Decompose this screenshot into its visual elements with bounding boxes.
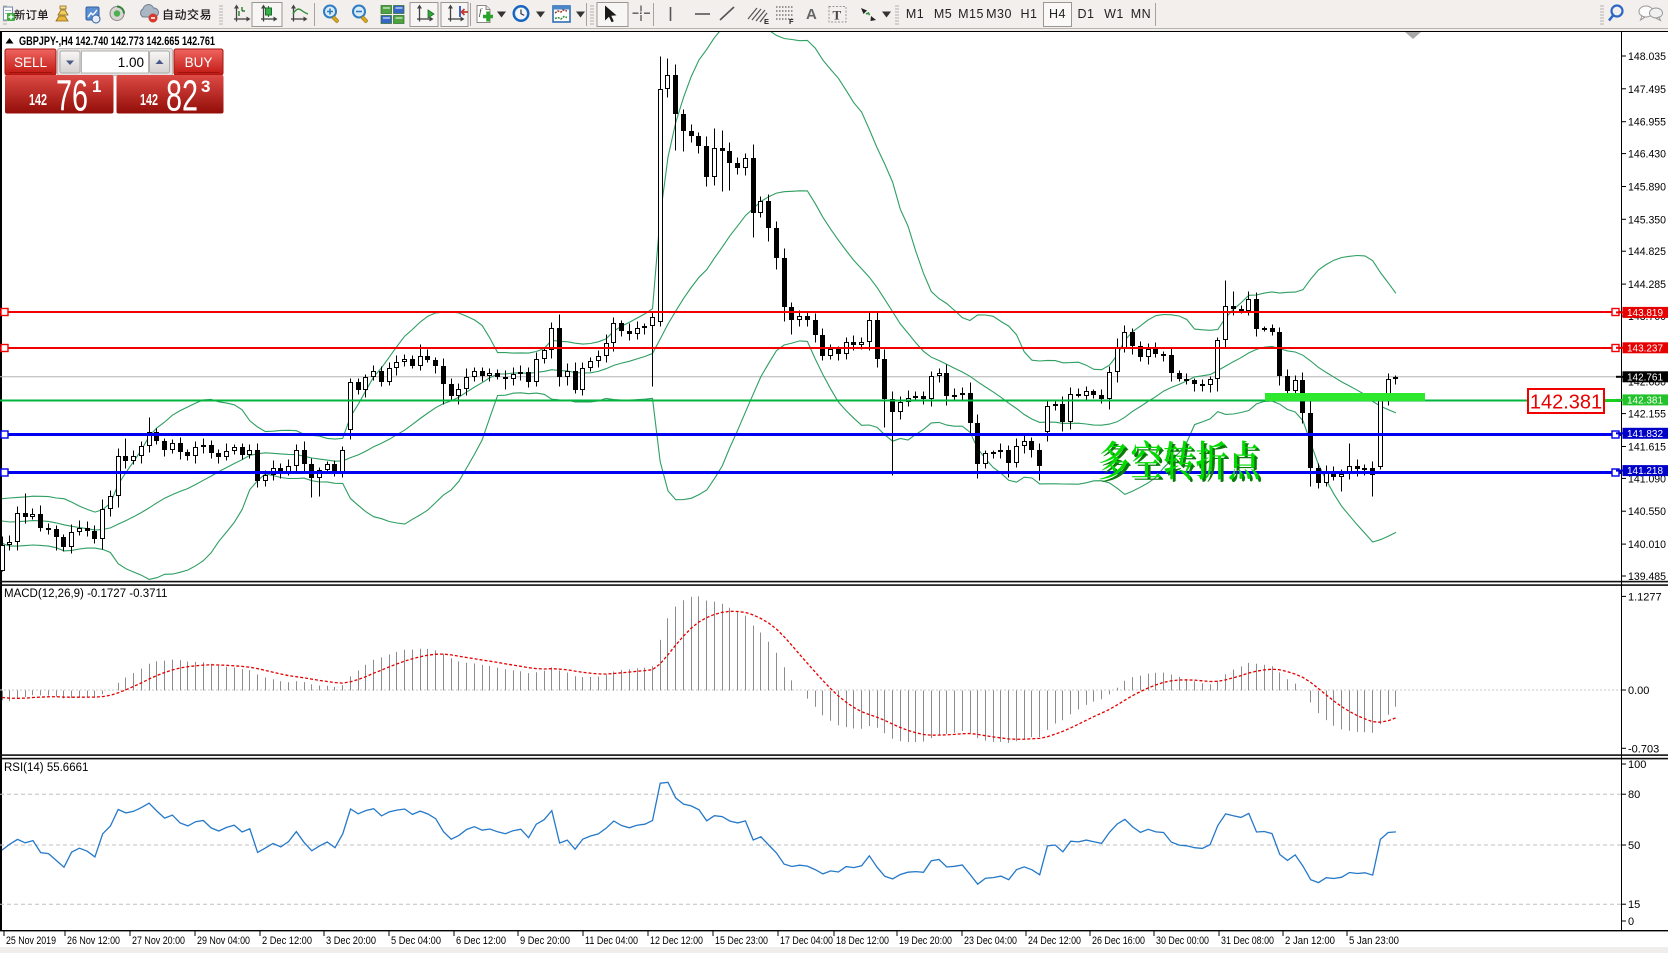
svg-text:1.00: 1.00 (118, 55, 144, 70)
svg-text:SELL: SELL (14, 55, 48, 70)
svg-text:12 Dec 12:00: 12 Dec 12:00 (650, 935, 703, 947)
svg-text:0: 0 (1628, 916, 1634, 928)
svg-text:5 Dec 04:00: 5 Dec 04:00 (391, 935, 441, 947)
svg-text:A: A (806, 6, 817, 23)
svg-text:6 Dec 12:00: 6 Dec 12:00 (456, 935, 506, 947)
svg-text:143.237: 143.237 (1627, 343, 1663, 354)
svg-text:145.350: 145.350 (1628, 214, 1666, 226)
svg-text:23 Dec 04:00: 23 Dec 04:00 (964, 935, 1017, 947)
svg-text:25 Nov 2019: 25 Nov 2019 (6, 935, 56, 947)
svg-text:82: 82 (166, 72, 198, 121)
svg-text:142.381: 142.381 (1627, 396, 1663, 407)
svg-text:146.430: 146.430 (1628, 149, 1666, 161)
svg-text:30 Dec 00:00: 30 Dec 00:00 (1156, 935, 1209, 947)
svg-text:143.819: 143.819 (1627, 308, 1663, 319)
svg-text:2 Dec 12:00: 2 Dec 12:00 (262, 935, 312, 947)
svg-text:144.825: 144.825 (1628, 246, 1666, 258)
svg-text:144.285: 144.285 (1628, 279, 1666, 291)
svg-text:D1: D1 (1078, 7, 1095, 21)
svg-text:5 Jan 23:00: 5 Jan 23:00 (1349, 935, 1399, 947)
svg-text:E: E (764, 17, 769, 26)
svg-text:145.890: 145.890 (1628, 182, 1666, 194)
svg-text:MACD(12,26,9) -0.1727 -0.3711: MACD(12,26,9) -0.1727 -0.3711 (4, 588, 167, 600)
svg-text:15: 15 (1628, 899, 1640, 911)
svg-text:100: 100 (1628, 759, 1646, 771)
svg-text:3: 3 (201, 77, 210, 96)
svg-text:147.495: 147.495 (1628, 84, 1666, 96)
svg-text:141.218: 141.218 (1627, 466, 1663, 477)
svg-text:50: 50 (1628, 840, 1640, 852)
svg-text:29 Nov 04:00: 29 Nov 04:00 (197, 935, 250, 947)
svg-text:MN: MN (1131, 7, 1151, 21)
svg-text:15 Dec 23:00: 15 Dec 23:00 (715, 935, 768, 947)
svg-text:140.550: 140.550 (1628, 506, 1666, 518)
svg-text:F: F (789, 17, 794, 26)
svg-text:146.955: 146.955 (1628, 117, 1666, 129)
svg-text:11 Dec 04:00: 11 Dec 04:00 (585, 935, 638, 947)
svg-text:140.010: 140.010 (1628, 539, 1666, 551)
svg-text:H1: H1 (1021, 7, 1038, 21)
svg-text:80: 80 (1628, 789, 1640, 801)
svg-text:W1: W1 (1104, 7, 1124, 21)
svg-text:T: T (833, 8, 842, 23)
svg-text:f: f (479, 7, 483, 17)
svg-text:17 Dec 04:00: 17 Dec 04:00 (780, 935, 833, 947)
svg-text:26 Nov 12:00: 26 Nov 12:00 (67, 935, 120, 947)
svg-text:76: 76 (56, 72, 88, 121)
svg-text:GBPJPY-,H4 142.740 142.773 14: GBPJPY-,H4 142.740 142.773 142.665 142.7… (19, 34, 215, 48)
svg-text:2 Jan 12:00: 2 Jan 12:00 (1285, 935, 1335, 947)
svg-text:1: 1 (92, 77, 101, 96)
svg-text:18 Dec 12:00: 18 Dec 12:00 (836, 935, 889, 947)
svg-text:141.615: 141.615 (1628, 442, 1666, 454)
svg-text:141.090: 141.090 (1628, 473, 1666, 485)
svg-text:141.832: 141.832 (1627, 429, 1663, 440)
svg-text:26 Dec 16:00: 26 Dec 16:00 (1092, 935, 1145, 947)
svg-text:24 Dec 12:00: 24 Dec 12:00 (1028, 935, 1081, 947)
svg-text:139.485: 139.485 (1628, 571, 1666, 583)
svg-text:148.035: 148.035 (1628, 51, 1666, 63)
svg-text:H4: H4 (1049, 7, 1066, 21)
svg-text:142: 142 (29, 92, 47, 109)
svg-text:BUY: BUY (185, 55, 213, 70)
svg-text:142: 142 (140, 92, 158, 109)
svg-text:3 Dec 20:00: 3 Dec 20:00 (326, 935, 376, 947)
svg-text:1.1277: 1.1277 (1628, 591, 1662, 603)
svg-text:142.381: 142.381 (1530, 392, 1602, 414)
svg-text:M15: M15 (958, 7, 984, 21)
svg-text:M1: M1 (906, 7, 924, 21)
svg-text:142.761: 142.761 (1627, 372, 1663, 383)
svg-text:RSI(14) 55.6661: RSI(14) 55.6661 (4, 762, 88, 774)
svg-text:-0.703: -0.703 (1628, 743, 1659, 755)
svg-text:9 Dec 20:00: 9 Dec 20:00 (520, 935, 570, 947)
svg-text:31 Dec 08:00: 31 Dec 08:00 (1221, 935, 1274, 947)
svg-text:0.00: 0.00 (1628, 685, 1649, 697)
svg-text:M5: M5 (934, 7, 952, 21)
svg-text:M30: M30 (986, 7, 1012, 21)
svg-text:142.155: 142.155 (1628, 409, 1666, 421)
svg-text:27 Nov 20:00: 27 Nov 20:00 (132, 935, 185, 947)
svg-text:19 Dec 20:00: 19 Dec 20:00 (899, 935, 952, 947)
